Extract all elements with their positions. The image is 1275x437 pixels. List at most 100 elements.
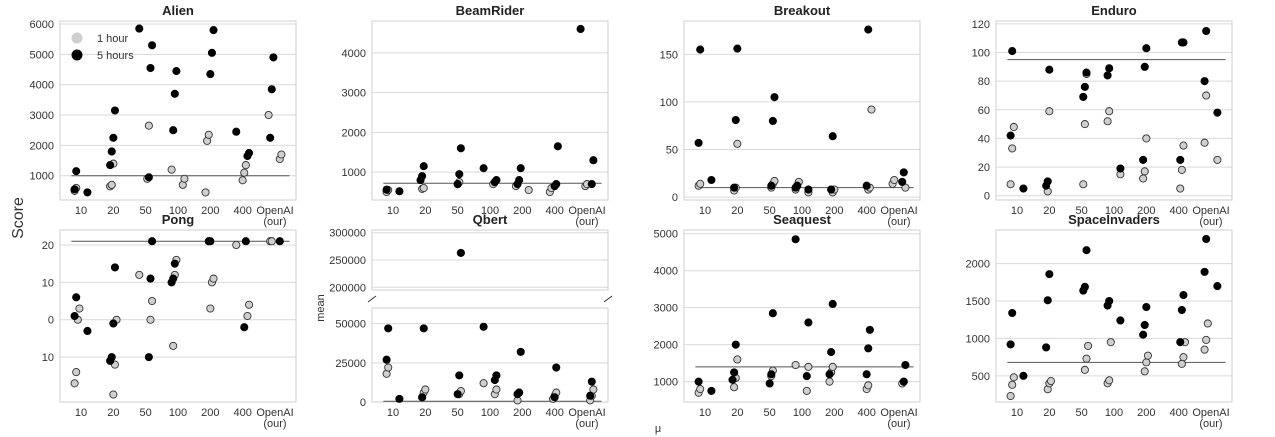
x-tick-label: 200 [513, 407, 531, 419]
point-1-hour [864, 381, 873, 390]
legend-marker [71, 32, 83, 44]
x-tick-label: 400 [1169, 407, 1187, 419]
point-1-hour [828, 362, 837, 371]
point-1-hour [1177, 165, 1186, 174]
point-1-hour [696, 179, 705, 188]
point-1-hour [1105, 107, 1114, 116]
point-5-hours [1045, 270, 1054, 279]
y-tick-label: 1000 [654, 377, 678, 389]
point-5-hours [1142, 44, 1151, 53]
point-1-hour [70, 379, 79, 388]
axis-break-mark [367, 295, 377, 303]
point-1-hour [167, 165, 176, 174]
point-5-hours [862, 370, 871, 379]
point-5-hours [707, 386, 716, 395]
panel-enduro: 0 20 40 60 80 100 120 Enduro 10 20 50 100 200 400 Open… [972, 3, 1233, 228]
y-tick-label: 120 [972, 19, 990, 31]
point-1-hour [232, 240, 241, 250]
point-5-hours [899, 168, 908, 177]
point-1-hour [1079, 180, 1088, 189]
point-1-hour [791, 360, 800, 370]
point-5-hours [83, 326, 92, 336]
panel-title: Qbert [473, 212, 508, 227]
y-tick-label: 3000 [342, 88, 366, 100]
x-tick-label: 100 [793, 407, 811, 419]
point-1-hour [148, 296, 157, 306]
y-tick-label: 10 [42, 352, 54, 364]
x-tick-label: OpenAI [256, 407, 293, 419]
y-tick-label: 1000 [342, 167, 366, 179]
point-1-hour [277, 150, 286, 159]
point-1-hour [1176, 184, 1185, 193]
point-5-hours [791, 235, 800, 244]
x-tick-label: 200 [201, 205, 219, 217]
panel-title: BeamRider [456, 3, 525, 18]
x-tick-label: 50 [1076, 407, 1088, 419]
x-tick-label: 20 [1043, 205, 1055, 217]
point-1-hour [238, 176, 247, 185]
point-5-hours [730, 183, 739, 192]
point-5-hours [72, 167, 81, 176]
point-1-hour [492, 385, 501, 394]
y-tick-label: 5000 [30, 49, 54, 61]
panel-frame-lower [371, 307, 609, 403]
y-tick-label: 1000 [30, 171, 54, 183]
point-5-hours [1179, 38, 1188, 47]
point-5-hours [144, 353, 153, 362]
panel-beamrider: 1000 2000 3000 4000 BeamRider 10 20 50 100 200 400… [342, 3, 609, 228]
y-tick-label: 50000 [335, 319, 366, 331]
point-1-hour [1200, 138, 1209, 147]
point-1-hour [524, 186, 533, 195]
point-1-hour [384, 363, 393, 372]
point-5-hours [146, 274, 155, 283]
point-1-hour [733, 355, 742, 364]
point-5-hours [550, 393, 559, 402]
y-tick-label: 10 [42, 277, 54, 289]
point-5-hours [169, 274, 178, 283]
point-1-hour [1202, 91, 1211, 100]
point-5-hours [1042, 343, 1051, 352]
y-tick-label: 250000 [329, 255, 366, 267]
x-tick-label: OpenAI [568, 205, 605, 217]
x-tick-label: 20 [107, 205, 119, 217]
point-5-hours [269, 53, 278, 62]
x-tick-label: OpenAI [1192, 407, 1229, 419]
point-5-hours [587, 180, 596, 189]
panel-frame [683, 20, 921, 201]
point-5-hours [1200, 267, 1209, 276]
point-5-hours [1043, 296, 1052, 305]
point-5-hours [589, 156, 598, 165]
y-tick-label: 4000 [654, 266, 678, 278]
x-tick-label: 10 [699, 407, 711, 419]
point-5-hours [553, 142, 562, 151]
point-1-hour [1179, 141, 1188, 150]
point-5-hours [492, 371, 501, 380]
point-5-hours [1043, 177, 1052, 186]
figure-y-axis-label: Score [10, 197, 27, 239]
x-tick-label: 50 [764, 205, 776, 217]
y-tick-label: 0 [360, 397, 366, 409]
x-tick-label: 100 [169, 407, 187, 419]
point-5-hours [206, 237, 215, 246]
panel-seaquest: 1000 2000 3000 4000 5000 Seaquest 10 20 50 100 200… [654, 212, 921, 430]
point-5-hours [899, 377, 908, 386]
x-tick-label: OpenAI [256, 205, 293, 217]
point-1-hour [241, 161, 250, 170]
x-tick-label: 200 [825, 205, 843, 217]
point-5-hours [1176, 155, 1185, 164]
point-1-hour [1140, 167, 1149, 176]
y-tick-label: 50 [666, 145, 678, 157]
point-5-hours [516, 164, 525, 173]
x-tick-label: (our) [575, 418, 598, 430]
legend-label: 5 hours [97, 50, 134, 62]
legend-label: 1 hour [97, 33, 129, 45]
point-5-hours [586, 391, 595, 400]
point-5-hours [804, 318, 813, 327]
panel-spaceinvaders: 500 1000 1500 2000 SpaceInvaders 10 20 50 100 200… [966, 212, 1233, 430]
y-tick-label: 100 [972, 48, 990, 60]
point-5-hours [169, 126, 178, 135]
point-1-hour [1006, 180, 1015, 189]
point-1-hour [144, 121, 153, 130]
point-5-hours [1103, 71, 1112, 80]
